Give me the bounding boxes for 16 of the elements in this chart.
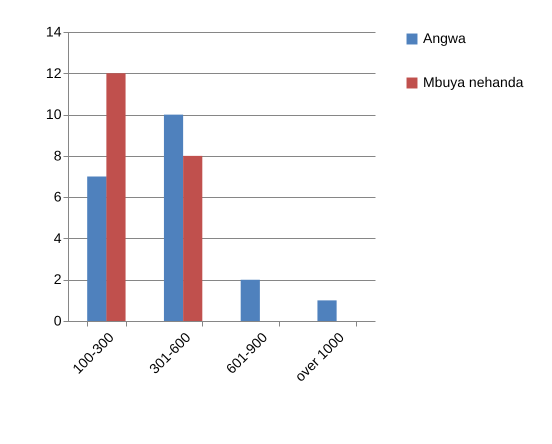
y-tick-label: 4	[54, 230, 62, 246]
y-tick-label: 2	[54, 271, 62, 288]
bar	[106, 73, 126, 321]
legend-label: Mbuya nehanda	[423, 74, 524, 90]
bar	[317, 300, 337, 321]
y-tick-label: 14	[46, 24, 62, 40]
bar	[240, 280, 260, 321]
bar	[87, 176, 106, 321]
y-tick-label: 0	[54, 312, 62, 328]
y-tick-label: 8	[54, 147, 62, 164]
bar	[183, 156, 202, 321]
bar	[164, 114, 184, 321]
y-tick-label: 12	[46, 64, 62, 81]
y-tick-label: 6	[54, 188, 62, 205]
legend-label: Angwa	[423, 30, 466, 46]
y-tick-label: 10	[46, 106, 62, 122]
